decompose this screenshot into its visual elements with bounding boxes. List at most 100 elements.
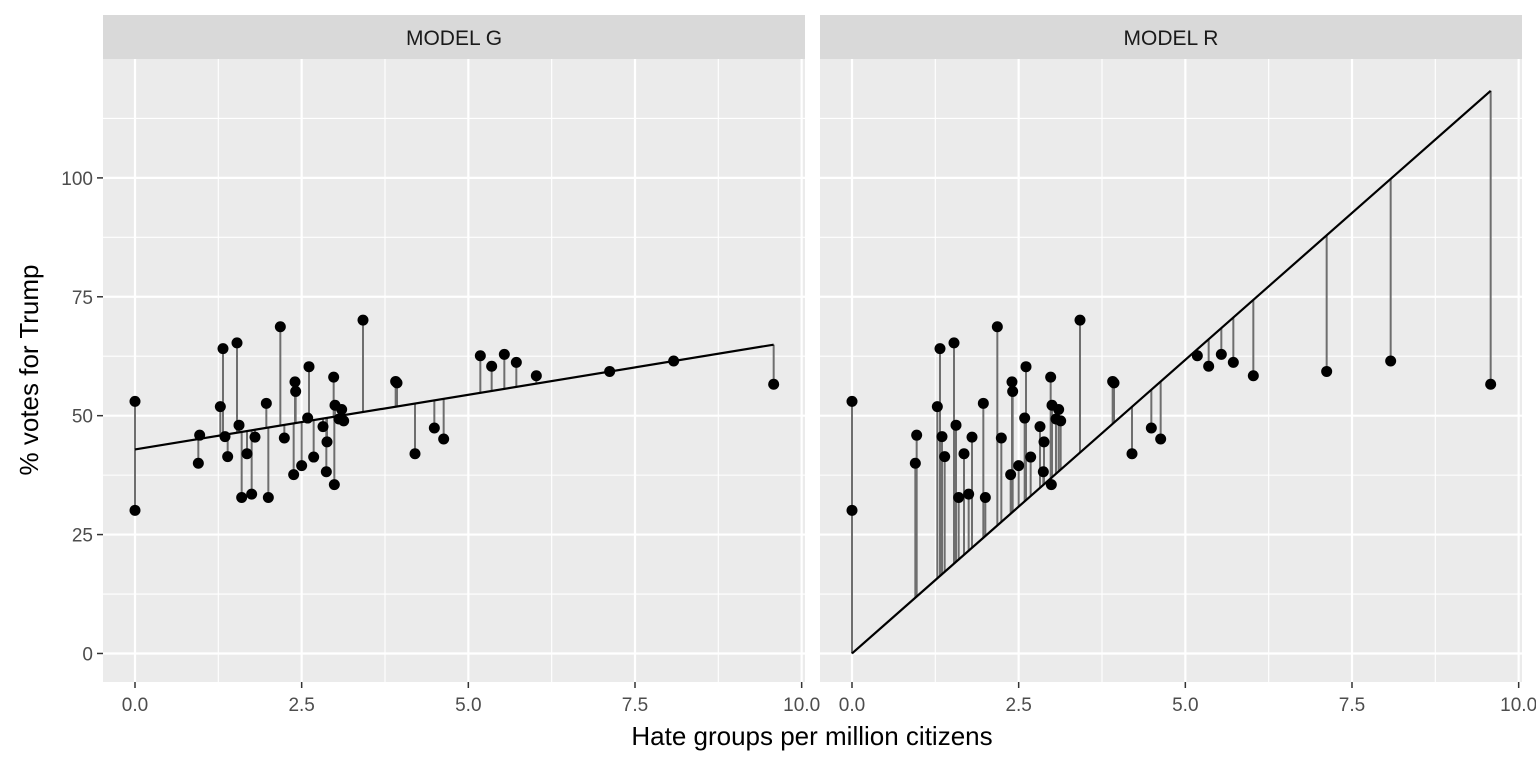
data-point (231, 337, 243, 349)
strip-model-g (103, 15, 805, 59)
data-point (278, 432, 290, 444)
data-point (438, 433, 450, 445)
strip-label-model-g: MODEL G (406, 27, 502, 50)
data-point (336, 403, 348, 415)
y-tick-label: 0 (82, 644, 93, 665)
data-point (953, 491, 965, 503)
data-point (1126, 448, 1138, 460)
data-point (321, 436, 333, 448)
data-point (991, 321, 1003, 333)
data-point (290, 385, 302, 397)
data-point (1007, 385, 1019, 397)
data-point (977, 397, 989, 409)
data-point (963, 488, 975, 500)
data-point (1037, 466, 1049, 478)
data-point (604, 365, 616, 377)
data-point (1385, 355, 1397, 367)
data-point (296, 460, 308, 472)
data-point (317, 421, 329, 433)
data-point (474, 350, 486, 362)
data-point (1038, 436, 1050, 448)
model-line-model-r (851, 89, 1492, 655)
data-point (1145, 422, 1157, 434)
data-point (958, 448, 970, 460)
x-tick-label: 0.0 (122, 695, 148, 716)
data-point (262, 491, 274, 503)
data-point (950, 419, 962, 431)
data-point (217, 343, 229, 355)
data-point (302, 412, 314, 424)
strip-model-r (820, 15, 1522, 59)
data-point (939, 451, 951, 463)
data-point (328, 371, 340, 383)
data-point (1074, 314, 1086, 326)
data-point (214, 401, 226, 413)
data-point (303, 361, 315, 373)
data-point (1321, 365, 1333, 377)
data-point (931, 401, 943, 413)
axes: 0.0 2.5 5.0 7.5 10.0 0.0 2.5 5.0 7.5 10.0 0 25 50 75 1… (61, 169, 1536, 716)
data-point (498, 348, 510, 360)
panel-model-g (103, 59, 805, 682)
data-point (1013, 460, 1025, 472)
data-point (1215, 348, 1227, 360)
y-axis-title: % votes for Trump (14, 265, 44, 476)
data-point (846, 504, 858, 516)
data-point (1108, 377, 1120, 389)
data-point (233, 419, 245, 431)
data-point (911, 429, 923, 441)
data-point (246, 488, 258, 500)
data-point (1006, 376, 1018, 388)
data-point (194, 429, 206, 441)
data-point (391, 377, 403, 389)
data-point (1034, 421, 1046, 433)
data-point (328, 479, 340, 491)
x-tick-label: 10.0 (783, 695, 820, 716)
data-point (219, 431, 231, 443)
x-axis-title: Hate groups per million citizens (631, 721, 992, 751)
data-point (1155, 433, 1167, 445)
x-tick-label: 10.0 (1500, 695, 1536, 716)
data-point (979, 491, 991, 503)
x-tick-label: 7.5 (1339, 695, 1365, 716)
data-point (1045, 371, 1057, 383)
data-point (357, 314, 369, 326)
y-tick-label: 75 (72, 288, 93, 309)
data-point (428, 422, 440, 434)
data-point (241, 448, 253, 460)
data-point (934, 343, 946, 355)
data-point (966, 431, 978, 443)
data-point (129, 395, 141, 407)
panel-model-g-background (103, 59, 805, 682)
data-point (308, 451, 320, 463)
data-point (129, 504, 141, 516)
data-point (289, 376, 301, 388)
data-point (1227, 356, 1239, 368)
data-point (409, 448, 421, 460)
y-tick-label: 100 (61, 169, 93, 190)
data-point (995, 432, 1007, 444)
x-tick-label: 0.0 (839, 695, 865, 716)
data-point (192, 457, 204, 469)
data-point (1191, 350, 1203, 362)
panel-model-r (820, 59, 1522, 682)
model-line-model-g (134, 343, 774, 451)
x-tick-label: 2.5 (1005, 695, 1031, 716)
data-point (510, 356, 522, 368)
data-point (936, 431, 948, 443)
data-point (1005, 469, 1017, 481)
y-tick-label: 50 (72, 407, 93, 428)
x-tick-label: 2.5 (288, 695, 314, 716)
data-point (1247, 370, 1259, 382)
data-point (530, 370, 542, 382)
y-tick-label: 25 (72, 526, 93, 547)
data-point (1045, 479, 1057, 491)
data-point (320, 466, 332, 478)
data-point (274, 321, 286, 333)
x-tick-label: 5.0 (1172, 695, 1198, 716)
data-point (768, 378, 780, 390)
data-point (1485, 378, 1497, 390)
data-point (948, 337, 960, 349)
data-point (338, 415, 350, 427)
data-point (1019, 412, 1031, 424)
